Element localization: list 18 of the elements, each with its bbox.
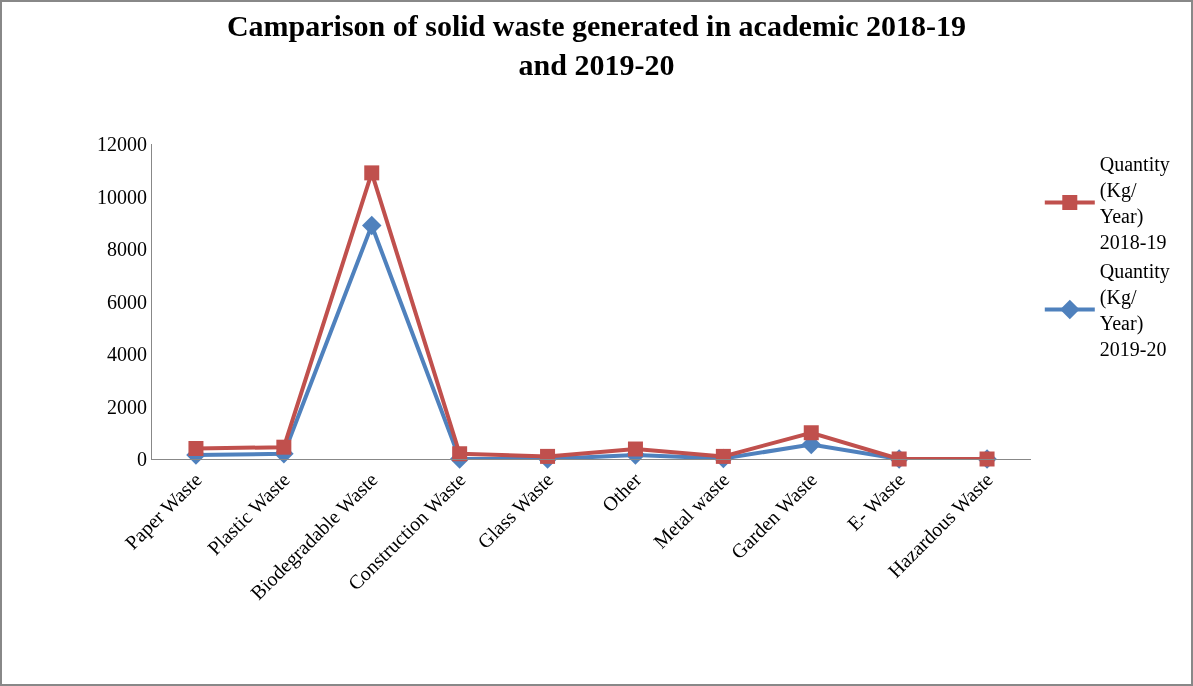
y-tick-label: 10000: [97, 185, 147, 208]
point: [188, 441, 204, 456]
point: [364, 165, 380, 181]
legend-label: Quantity (Kg/ Year) 2018-19: [1099, 153, 1170, 254]
point: [540, 448, 556, 464]
legend-label: Quantity (Kg/ Year) 2019-20: [1099, 260, 1170, 361]
y-tick-label: 6000: [107, 290, 147, 313]
point: [452, 446, 468, 462]
y-tick-label: 8000: [107, 238, 147, 260]
y-tick-label: 2000: [107, 395, 147, 418]
point: [803, 425, 819, 441]
y-tick-label: 12000: [97, 133, 147, 155]
point: [362, 215, 382, 236]
chart-title: Camparison of solid waste generated in academic 2018-19 and 2019-20: [226, 9, 967, 82]
point: [627, 441, 643, 457]
y-tick-label: 4000: [107, 343, 147, 365]
point: [276, 439, 292, 455]
y-tick-label: 0: [137, 448, 147, 470]
